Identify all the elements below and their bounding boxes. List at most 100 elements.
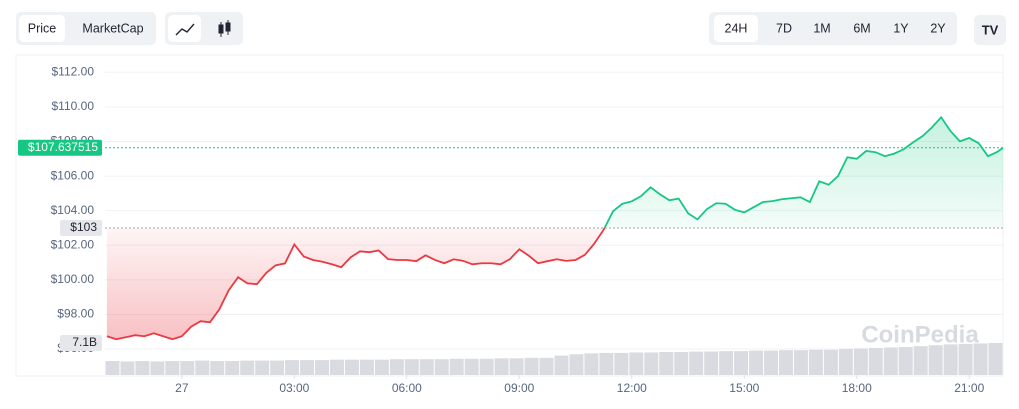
volume-bar — [359, 359, 374, 375]
volume-bar — [823, 349, 838, 375]
volume-bar — [419, 359, 434, 375]
tv-button[interactable] — [974, 15, 1006, 45]
volume-bar — [105, 361, 120, 375]
range-button[interactable]: 6M — [853, 21, 870, 35]
volume-bar — [734, 351, 749, 375]
range-button[interactable]: 7D — [776, 21, 792, 35]
x-tick-label: 21:00 — [954, 381, 984, 395]
volume-bar — [973, 343, 988, 375]
volume-bar — [255, 360, 270, 375]
volume-bar — [225, 361, 240, 375]
x-tick-label: 12:00 — [617, 381, 647, 395]
metric-button-active[interactable] — [19, 15, 65, 42]
volume-bar — [210, 361, 225, 375]
volume-bar — [434, 359, 449, 375]
volume-bar — [315, 360, 329, 375]
reference-tag — [60, 219, 102, 236]
volume-bar — [285, 360, 300, 375]
y-tick-label: $112.00 — [52, 64, 95, 78]
volume-bar — [913, 346, 928, 375]
range-button[interactable]: 1Y — [893, 21, 909, 35]
volume-bar — [509, 358, 524, 375]
volume-bar — [719, 351, 734, 375]
volume-bar — [943, 344, 958, 375]
volume-bar — [808, 349, 823, 375]
volume-bar — [464, 358, 479, 375]
volume-bar — [479, 358, 494, 375]
volume-bar — [704, 351, 719, 375]
volume-bar — [958, 343, 973, 375]
current-price-label: $107.637515 — [28, 140, 98, 154]
y-tick-label: $98.00 — [57, 307, 94, 321]
volume-bar — [240, 360, 255, 375]
volume-bar — [599, 352, 614, 375]
volume-bar — [764, 350, 778, 375]
volume-tag — [60, 335, 102, 351]
metric-button[interactable]: MarketCap — [82, 21, 143, 35]
volume-bar — [674, 352, 689, 375]
volume-bar — [150, 361, 165, 375]
volume-bar — [584, 353, 599, 375]
x-tick-label: 15:00 — [729, 381, 759, 395]
volume-bar — [689, 351, 704, 375]
volume-bar — [629, 352, 644, 375]
volume-bar — [928, 345, 943, 375]
y-tick-label: $102.00 — [51, 237, 95, 251]
metric-button[interactable]: Price — [28, 21, 57, 35]
volume-bar — [449, 358, 464, 375]
volume-bar — [404, 359, 419, 375]
volume-bar — [120, 361, 135, 375]
tv-icon: TV — [982, 22, 999, 37]
volume-bar — [330, 359, 344, 375]
x-tick-label: 03:00 — [279, 381, 309, 395]
x-tick-label: 27 — [175, 381, 189, 395]
volume-bar — [779, 350, 793, 375]
volume-bar — [749, 350, 764, 375]
volume-bar — [344, 359, 359, 375]
x-tick-label: 06:00 — [392, 381, 422, 395]
volume-bar — [270, 360, 285, 375]
watermark: CoinPedia — [861, 321, 979, 348]
volume-bar — [554, 355, 569, 375]
range-button[interactable]: 1M — [813, 21, 830, 35]
volume-bar — [659, 352, 674, 375]
range-button-active[interactable] — [714, 15, 758, 42]
volume-bar — [838, 348, 853, 375]
volume-bar — [374, 359, 389, 375]
volume-bar — [988, 343, 1003, 375]
volume-bar — [883, 347, 898, 375]
range-group — [709, 12, 957, 45]
y-tick-label: $106.00 — [51, 168, 95, 182]
range-button[interactable]: 2Y — [930, 21, 946, 35]
line-icon — [175, 23, 195, 36]
volume-bar — [793, 350, 808, 375]
volume-bar — [300, 360, 315, 375]
volume-bar — [898, 347, 913, 375]
current-price-tag — [18, 139, 102, 156]
volume-label: 7.1B — [72, 335, 97, 349]
reference-label: $103 — [70, 220, 97, 234]
volume-bar — [165, 361, 180, 375]
y-tick-label: $110.00 — [52, 99, 95, 113]
x-tick-label: 18:00 — [842, 381, 872, 395]
volume-bar — [389, 359, 404, 375]
volume-bar — [494, 358, 509, 375]
volume-bar — [195, 360, 210, 375]
volume-bar — [868, 347, 883, 375]
volume-bar — [853, 348, 868, 375]
range-button[interactable]: 24H — [725, 21, 748, 35]
y-tick-label: $104.00 — [51, 203, 95, 217]
volume-bar — [569, 354, 584, 375]
volume-bar — [180, 361, 195, 375]
line-style-button[interactable] — [168, 15, 201, 42]
volume-bar — [524, 357, 539, 375]
price-line — [106, 115, 1004, 341]
volume-bar — [135, 361, 150, 375]
candle-icon[interactable] — [218, 20, 231, 37]
volume-bar — [614, 352, 629, 375]
y-tick-label: $100.00 — [51, 272, 95, 286]
volume-bar — [539, 357, 554, 375]
x-tick-label: 09:00 — [504, 381, 534, 395]
volume-bar — [644, 352, 659, 375]
